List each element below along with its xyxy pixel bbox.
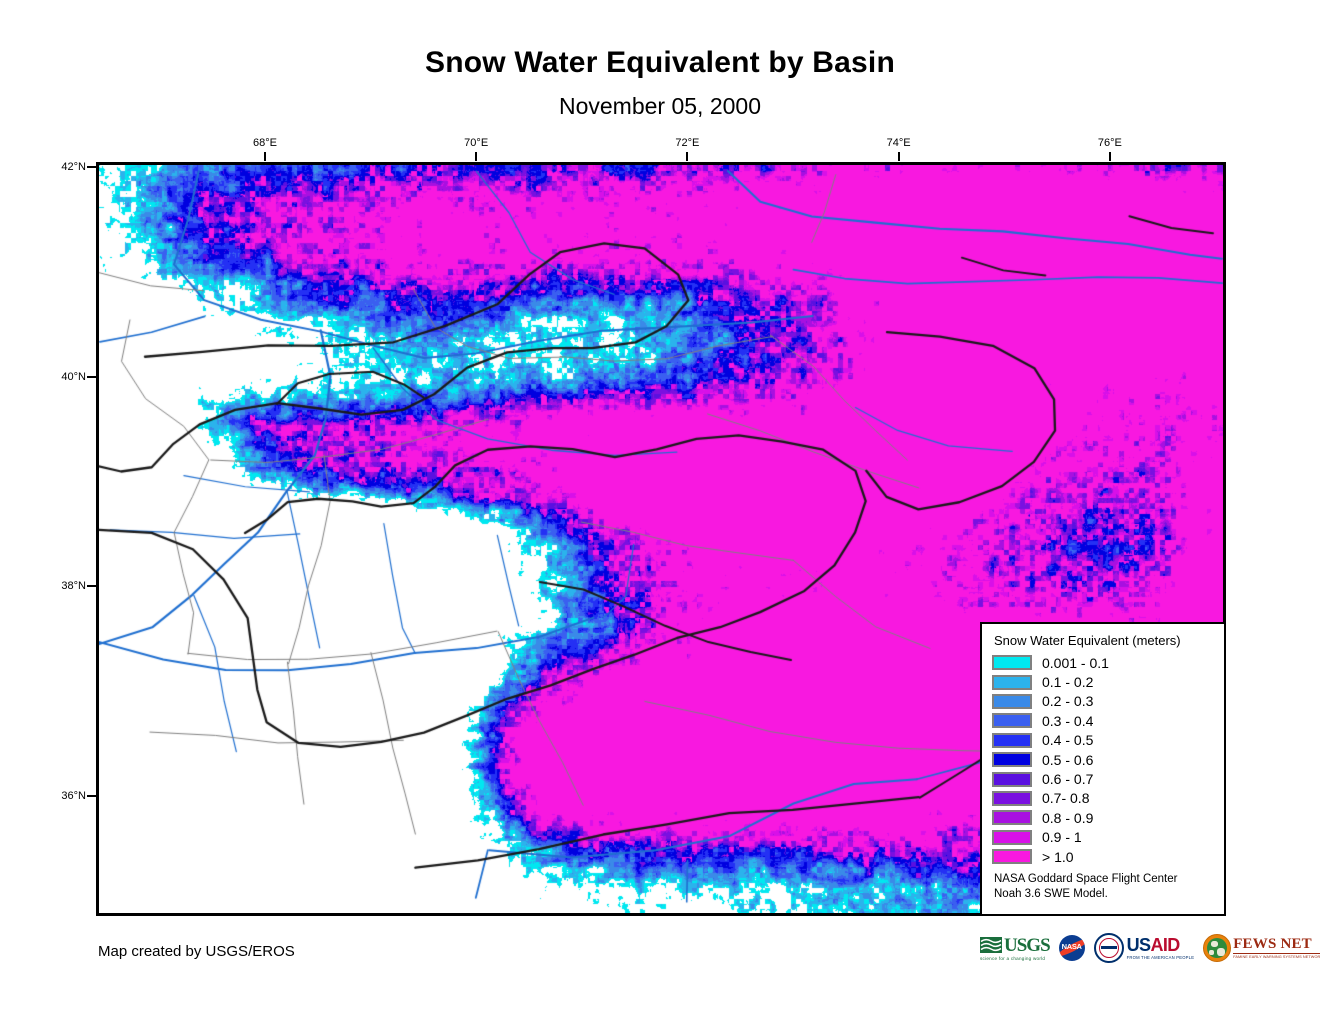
fews-globe-icon — [1203, 934, 1232, 962]
y-axis-label: 38°N — [61, 580, 86, 593]
x-axis-tick — [897, 152, 900, 161]
usgs-logo-word: USGS — [1004, 934, 1051, 956]
legend-swatch — [992, 655, 1032, 671]
legend-source-line2: Noah 3.6 SWE Model. — [994, 888, 1108, 901]
legend-label: 0.8 - 0.9 — [1042, 809, 1094, 826]
y-axis-label: 40°N — [61, 370, 86, 383]
legend-row: 0.6 - 0.7 — [992, 769, 1214, 788]
legend-source-line1: NASA Goddard Space Flight Center — [994, 873, 1178, 886]
x-axis-label: 74°E — [886, 137, 911, 149]
y-axis-tick — [87, 794, 96, 797]
logo-row: USGS science for a changing world NASA U… — [980, 930, 1320, 966]
usaid-logo-word: USAID — [1127, 936, 1195, 954]
x-axis-tick — [686, 152, 689, 161]
page-title: Snow Water Equivalent by Basin — [425, 46, 895, 79]
legend-label: > 1.0 — [1042, 848, 1074, 865]
legend-label: 0.1 - 0.2 — [1042, 674, 1094, 691]
fews-net-logo-text: FEWS NET FAMINE EARLY WARNING SYSTEMS NE… — [1233, 935, 1320, 960]
fews-globe-landmass-1 — [1211, 941, 1219, 947]
legend-label: 0.9 - 1 — [1042, 829, 1082, 846]
legend-swatch — [992, 674, 1032, 690]
usgs-logo-tagline: science for a changing world — [980, 955, 1046, 961]
usgs-wave-icon — [980, 937, 1002, 953]
legend-swatch — [992, 752, 1032, 768]
y-axis-tick — [87, 585, 96, 588]
x-axis-tick — [263, 152, 266, 161]
legend-swatch — [992, 713, 1032, 729]
fews-globe-landmass-3 — [1209, 950, 1215, 955]
fews-net-logo-word: FEWS NET — [1233, 935, 1312, 952]
nasa-logo-word: NASA — [1061, 942, 1082, 951]
y-axis-label: 36°N — [61, 789, 86, 802]
x-axis-label: 72°E — [675, 137, 700, 149]
y-axis-tick — [87, 166, 96, 169]
page-subtitle: November 05, 2000 — [558, 93, 761, 119]
legend-source: NASA Goddard Space Flight Center Noah 3.… — [994, 872, 1214, 902]
usaid-logo: USAID FROM THE AMERICAN PEOPLE — [1093, 932, 1195, 964]
y-axis-label: 42°N — [61, 161, 86, 174]
x-axis-label: 76°E — [1097, 137, 1122, 149]
legend-label: 0.7- 0.8 — [1042, 790, 1090, 807]
legend-row: 0.4 - 0.5 — [992, 731, 1214, 750]
legend-row: 0.7- 0.8 — [992, 789, 1214, 808]
legend-swatch — [992, 829, 1032, 845]
legend-swatch — [992, 810, 1032, 826]
legend-label: 0.4 - 0.5 — [1042, 732, 1094, 749]
legend-title: Snow Water Equivalent (meters) — [994, 633, 1181, 648]
legend-swatch — [992, 849, 1032, 865]
x-axis-tick — [1108, 152, 1111, 161]
usaid-seal-icon — [1093, 933, 1124, 963]
usaid-logo-text: USAID FROM THE AMERICAN PEOPLE — [1127, 936, 1195, 961]
legend-label: 0.5 - 0.6 — [1042, 751, 1094, 768]
legend-panel: Snow Water Equivalent (meters) 0.001 - 0… — [980, 622, 1226, 916]
legend-label: 0.001 - 0.1 — [1042, 654, 1109, 671]
usaid-word-us: US — [1126, 934, 1151, 955]
legend-rows: 0.001 - 0.1 0.1 - 0.2 0.2 - 0.3 0.3 - 0.4 0.… — [992, 653, 1214, 866]
legend-swatch — [992, 732, 1032, 748]
legend-row: 0.9 - 1 — [992, 828, 1214, 847]
legend-row: 0.001 - 0.1 — [992, 653, 1214, 672]
legend-swatch — [992, 790, 1032, 806]
x-axis-label: 68°E — [252, 137, 277, 149]
usgs-logo-main: USGS — [980, 934, 1051, 956]
fews-net-rule — [1233, 952, 1320, 955]
legend-swatch — [992, 693, 1032, 709]
legend-row: > 1.0 — [992, 847, 1214, 866]
legend-row: 0.3 - 0.4 — [992, 711, 1214, 730]
nasa-logo: NASA — [1058, 932, 1085, 964]
usaid-seal-ring — [1098, 938, 1119, 958]
legend-row: 0.2 - 0.3 — [992, 692, 1214, 711]
y-axis-tick — [87, 375, 96, 378]
legend-row: 0.5 - 0.6 — [992, 750, 1214, 769]
nasa-meatball-icon: NASA — [1058, 935, 1085, 961]
x-axis-label: 70°E — [464, 137, 489, 149]
legend-label: 0.2 - 0.3 — [1042, 693, 1094, 710]
fews-net-logo: FEWS NET FAMINE EARLY WARNING SYSTEMS NE… — [1203, 932, 1320, 964]
legend-row: 0.1 - 0.2 — [992, 672, 1214, 691]
fews-net-logo-tagline: FAMINE EARLY WARNING SYSTEMS NETWORK — [1233, 955, 1320, 960]
usaid-seal-bar — [1100, 946, 1117, 949]
legend-label: 0.3 - 0.4 — [1042, 712, 1094, 729]
legend-row: 0.8 - 0.9 — [992, 808, 1214, 827]
usaid-logo-tagline: FROM THE AMERICAN PEOPLE — [1126, 955, 1195, 961]
usaid-word-aid: AID — [1150, 934, 1180, 955]
map-credit: Map created by USGS/EROS — [98, 943, 295, 960]
fews-globe-landmass-2 — [1217, 948, 1226, 956]
x-axis-tick — [475, 152, 478, 161]
usgs-logo: USGS science for a changing world — [980, 932, 1051, 964]
legend-label: 0.6 - 0.7 — [1042, 771, 1094, 788]
legend-swatch — [992, 771, 1032, 787]
